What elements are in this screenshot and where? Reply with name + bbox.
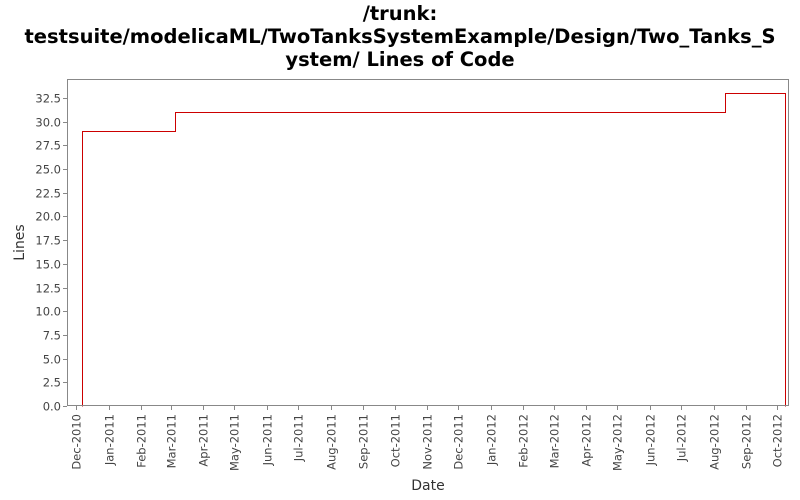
y-tick-label: 10.0 <box>35 305 61 319</box>
x-tick-label: Dec-2010 <box>70 414 84 470</box>
x-axis: Dec-2010 Jan-2011 Feb-2011 Mar-2011 Apr-2011… <box>70 406 785 471</box>
y-tick-label: 27.5 <box>35 139 61 153</box>
chart-title-line-3: ystem/ Lines of Code <box>285 48 515 71</box>
x-tick-label: Jan-2011 <box>103 414 117 466</box>
series-layer <box>82 93 786 407</box>
series-line <box>82 93 786 407</box>
x-tick-label: Jan-2012 <box>485 414 499 466</box>
chart-title-line-2: testsuite/modelicaML/TwoTanksSystemExamp… <box>24 25 776 48</box>
x-tick-label: Sep-2011 <box>357 414 371 469</box>
x-tick-label: Apr-2011 <box>197 414 211 467</box>
y-tick-label: 2.5 <box>43 376 61 390</box>
chart-title: /trunk: testsuite/modelicaML/TwoTanksSys… <box>0 2 800 71</box>
y-axis: 0.0 2.5 5.0 7.5 10.0 12.5 15.0 17.5 20.0 22.5 25.0… <box>35 92 67 414</box>
x-tick-label: Feb-2012 <box>517 414 531 468</box>
y-tick-label: 15.0 <box>35 258 61 272</box>
y-tick-label: 7.5 <box>43 329 61 343</box>
x-tick-label: Mar-2012 <box>548 414 562 468</box>
x-tick-label: Dec-2011 <box>452 414 466 470</box>
plot-area <box>67 79 789 406</box>
x-axis-title: Date <box>411 478 444 494</box>
x-tick-label: Jul-2012 <box>675 414 689 462</box>
x-tick-label: Jun-2012 <box>644 414 658 466</box>
plot-frame <box>67 79 789 406</box>
y-tick-label: 22.5 <box>35 187 61 201</box>
x-tick-label: Feb-2011 <box>135 414 149 468</box>
y-axis-title: Lines <box>12 224 28 260</box>
y-tick-label: 0.0 <box>43 400 61 414</box>
x-tick-label: Oct-2011 <box>389 414 403 467</box>
x-tick-label: Nov-2011 <box>421 414 435 470</box>
y-tick-label: 30.0 <box>35 116 61 130</box>
x-tick-label: Aug-2012 <box>708 414 722 470</box>
chart-title-line-1: /trunk: <box>362 2 438 25</box>
x-tick-label: Sep-2012 <box>740 414 754 469</box>
x-tick-label: May-2012 <box>611 414 625 471</box>
y-tick-label: 25.0 <box>35 163 61 177</box>
x-tick-label: May-2011 <box>228 414 242 471</box>
x-tick-label: Jul-2011 <box>292 414 306 462</box>
y-tick-label: 5.0 <box>43 353 61 367</box>
x-tick-label: Jun-2011 <box>261 414 275 466</box>
x-tick-label: Mar-2011 <box>165 414 179 468</box>
y-tick-label: 12.5 <box>35 282 61 296</box>
x-tick-label: Aug-2011 <box>325 414 339 470</box>
y-tick-label: 32.5 <box>35 92 61 106</box>
x-tick-label: Apr-2012 <box>580 414 594 467</box>
y-tick-label: 17.5 <box>35 234 61 248</box>
y-tick-label: 20.0 <box>35 210 61 224</box>
x-tick-label: Oct-2012 <box>771 414 785 467</box>
